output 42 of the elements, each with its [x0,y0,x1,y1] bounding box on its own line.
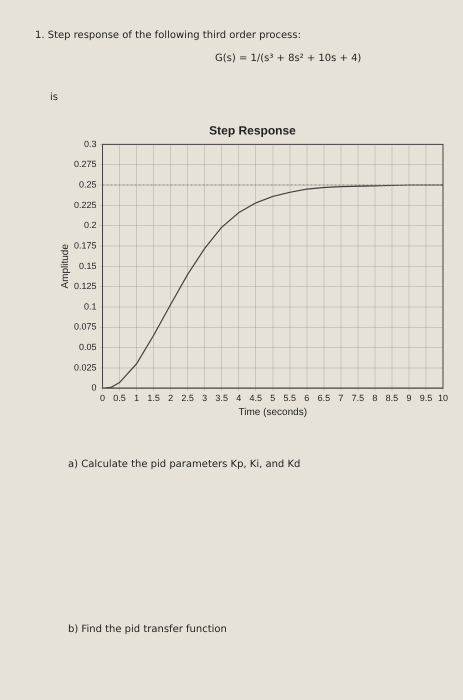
x-tick-label: 8 [372,393,378,404]
x-tick-label: 6 [304,393,310,404]
x-tick-label: 3.5 [215,393,228,404]
x-tick-label: 0.5 [113,393,126,404]
x-tick-label: 7.5 [352,393,364,404]
x-tick-label: 4 [236,393,242,404]
y-axis-title: Amplitude [60,244,71,289]
y-tick-label: 0.075 [74,322,97,332]
y-tick-label: 0.3 [84,138,97,149]
x-tick-label: 3 [202,393,208,404]
x-tick-label: 2 [168,393,174,404]
x-tick-label: 9 [406,393,412,404]
x-tick-label: 1 [134,393,140,404]
y-tick-label: 0.025 [74,362,97,372]
x-tick-label: 1.5 [147,393,160,404]
x-axis-title: Time (seconds) [238,406,308,418]
text: 1. Step response of the following third order process: [35,30,301,41]
x-tick-label: 4.5 [249,393,262,404]
y-tick-label: 0.225 [74,200,97,210]
text: is [50,92,58,103]
text: a) Calculate the pid parameters Kp, Ki, and Kd [68,459,300,470]
x-tick-label: 5.5 [284,393,296,404]
y-tick-label: 0.1 [84,301,97,312]
y-tick-label: 0 [92,382,97,393]
x-tick-label: 10 [438,393,448,404]
y-tick-label: 0.05 [78,342,97,352]
text: b) Find the pid transfer function [68,624,227,635]
x-tick-label: 7 [338,393,344,404]
x-tick-label: 6.5 [318,393,330,404]
x-tick-label: 2.5 [181,393,194,404]
y-tick-label: 0.2 [84,220,97,230]
x-tick-label: 9.5 [420,393,432,404]
y-tick-label: 0.25 [78,180,97,190]
y-tick-label: 0.175 [74,240,97,250]
text: G(s) = 1/(s³ + 8s² + 10s + 4) [215,53,362,64]
x-tick-label: 5 [270,393,276,404]
chart-title: Step Response [209,124,296,138]
y-tick-label: 0.15 [78,260,97,271]
x-tick-label: 0 [100,393,106,404]
x-tick-label: 8.5 [386,393,398,404]
y-tick-label: 0.125 [74,281,97,292]
y-tick-label: 0.275 [74,159,97,170]
